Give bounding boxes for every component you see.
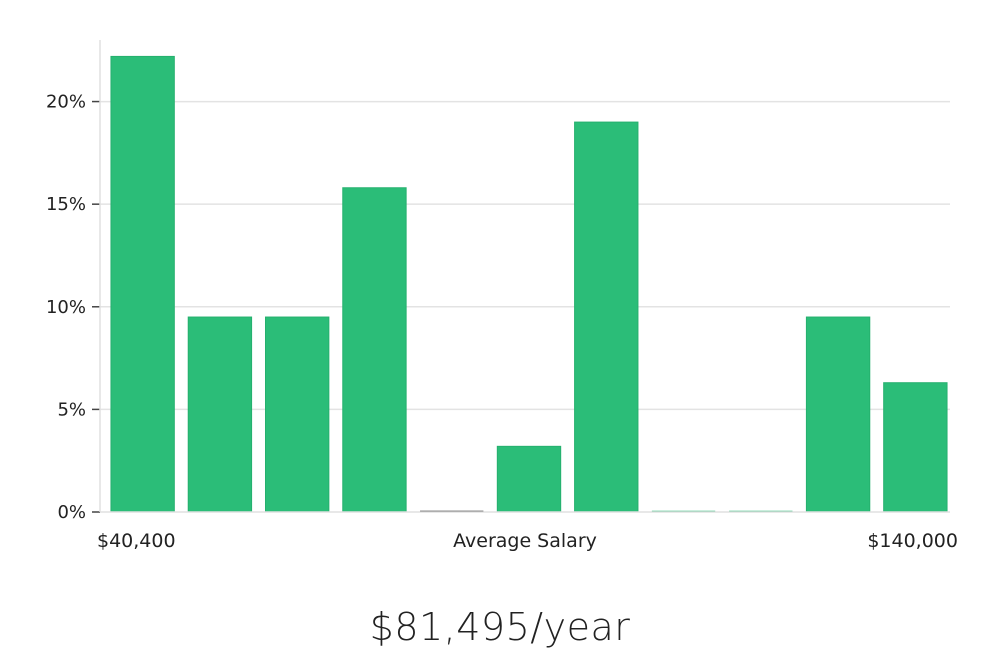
- y-axis-ticks: 0% 5% 10% 15% 20%: [46, 92, 100, 523]
- y-tick-label: 5%: [57, 399, 86, 420]
- bar-1: [110, 55, 175, 513]
- bar-6: [496, 445, 562, 513]
- y-tick-label: 20%: [46, 92, 86, 113]
- bars: [110, 55, 948, 513]
- x-axis-title: Average Salary: [453, 530, 597, 552]
- bar-11: [883, 382, 948, 513]
- bar-4: [342, 187, 407, 513]
- bar-2: [187, 316, 253, 513]
- bar-3: [265, 316, 330, 513]
- x-min-label: $40,400: [97, 530, 176, 552]
- average-salary-value: $81,495/year: [369, 605, 631, 649]
- bar-7: [574, 121, 639, 513]
- x-max-label: $140,000: [867, 530, 958, 552]
- y-tick-label: 10%: [46, 297, 86, 318]
- y-tick-label: 15%: [46, 194, 86, 215]
- bar-10: [805, 316, 871, 513]
- y-tick-label: 0%: [57, 502, 86, 523]
